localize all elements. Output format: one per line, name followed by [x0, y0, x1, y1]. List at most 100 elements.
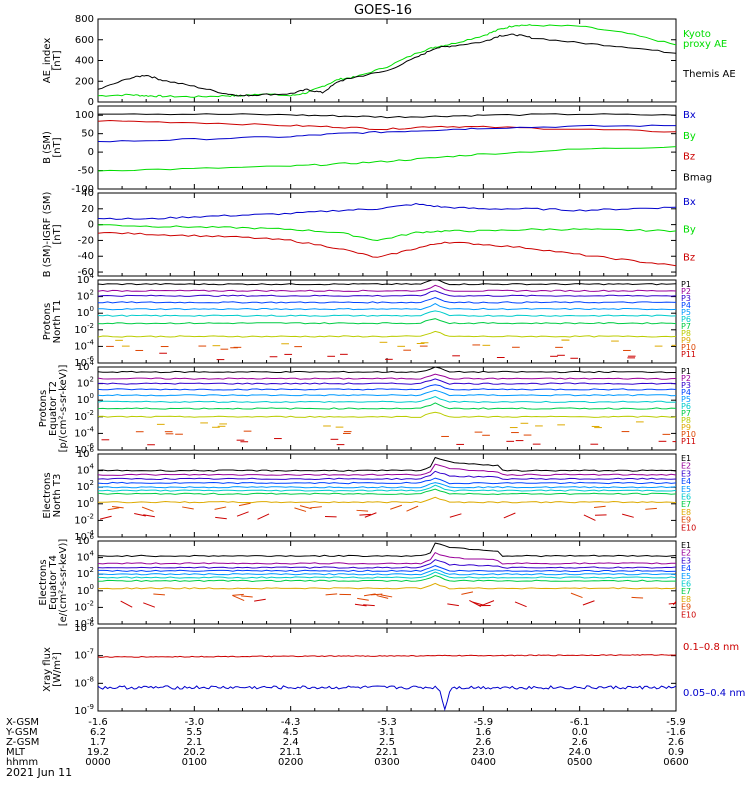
sparse-segment [215, 516, 227, 520]
y-tick-label: 600 [75, 35, 94, 46]
sparse-segment [406, 505, 419, 512]
legend-label: E3 [681, 469, 691, 478]
legend-label: E4 [681, 564, 691, 573]
y-tick-label: -40 [78, 251, 94, 262]
legend-label: E5 [681, 572, 691, 581]
y-tick-label: 10-9 [74, 703, 94, 717]
legend-label: Bmag [683, 172, 712, 183]
sparse-segment [363, 593, 376, 597]
legend-label: Bz [683, 252, 695, 263]
sparse-segment [325, 593, 338, 596]
legend-label: P9 [681, 336, 691, 345]
series-group [98, 113, 676, 172]
y-axis-label: [p/(cm²-s-sr-keV)] [58, 365, 69, 453]
x-axis-value: -6.1 [570, 717, 590, 728]
legend-label: P5 [681, 395, 691, 404]
x-axis-value: 23.0 [472, 747, 494, 758]
legend-label: proxy AE [683, 39, 727, 50]
x-axis-value: 0000 [85, 757, 110, 768]
y-tick-label: 10-7 [74, 648, 94, 662]
x-axis-value: 5.5 [186, 727, 202, 738]
x-axis-value: 0200 [278, 757, 303, 768]
x-axis-table: X-GSM -1.6 -3.0 -4.3 -5.3 -5.9 -6.1 -5.9 Y-GSM 6.… [5, 717, 689, 768]
legend-label: P5 [681, 308, 691, 317]
series-group [98, 280, 676, 361]
legend-label: E1 [681, 541, 691, 550]
legend-label: P2 [681, 287, 691, 296]
legend: Bx By Bz [683, 197, 696, 263]
panel-3: -60 -40 -20 0 20 40 B (SM)-IGRF (SM) [nT] Bx By Bz [42, 188, 696, 278]
y-tick-label: 10-8 [74, 675, 94, 689]
legend-label: Kyoto [683, 29, 711, 40]
legend-label: P10 [681, 343, 696, 352]
sparse-segment [214, 506, 227, 510]
y-tick-label: 200 [75, 76, 94, 87]
sparse-segment [582, 600, 595, 606]
y-axis-label: [W/m²] [52, 652, 63, 687]
legend-label: P6 [681, 315, 691, 324]
legend: Bx By Bz Bmag [683, 110, 712, 183]
series-line [98, 113, 676, 119]
legend-label: E9 [681, 516, 691, 525]
panel-8: 10-9 10-8 10-7 10-6 Xray flux [W/m²] 0.1–0.8 n… [42, 620, 745, 717]
x-axis-value: -3.0 [185, 717, 205, 728]
x-axis-value: 20.2 [183, 747, 205, 758]
sparse-segment [363, 604, 375, 607]
legend-label: P3 [681, 294, 691, 303]
series-line [98, 296, 676, 304]
series-line [98, 373, 676, 380]
x-axis-value: -5.9 [474, 717, 494, 728]
y-tick-label: 100 [77, 392, 94, 406]
legend-label: P8 [681, 416, 691, 425]
legend-label: P1 [681, 367, 691, 376]
x-axis-row-label: Y-GSM [5, 727, 38, 738]
y-tick-label: 100 [77, 496, 94, 510]
series-line [98, 378, 676, 385]
x-axis-value: 0300 [374, 757, 399, 768]
legend-label: 0.05–0.4 nm [683, 688, 745, 699]
y-tick-label: 100 [75, 110, 94, 121]
panel-frame [97, 540, 677, 625]
x-axis-value: 0500 [567, 757, 592, 768]
series-line [98, 310, 676, 317]
x-axis-value: 2.6 [668, 737, 684, 748]
y-tick-label: 102 [77, 479, 94, 493]
x-axis-value: -1.6 [88, 717, 108, 728]
x-axis-value: 3.1 [379, 727, 395, 738]
sparse-segment [390, 504, 402, 510]
series-group [98, 24, 676, 98]
x-axis-value: 1.6 [475, 727, 491, 738]
y-tick-label: -50 [78, 166, 94, 177]
legend-label: P4 [681, 301, 691, 310]
sparse-segment [461, 591, 474, 595]
y-axis-label: [nT] [52, 50, 63, 70]
y-tick-label: 400 [75, 56, 94, 67]
series-group [98, 202, 676, 267]
x-axis-value: -4.3 [281, 717, 301, 728]
series-line [98, 303, 676, 311]
legend-label: E2 [681, 462, 691, 471]
panel-2: -100 -50 0 50 100 B (SM) [nT] Bx By Bz Bmag [42, 105, 712, 195]
legend-label: P9 [681, 423, 691, 432]
legend-label: E10 [681, 523, 696, 532]
legend-label: E2 [681, 549, 691, 558]
x-axis-value: 0100 [182, 757, 207, 768]
x-axis-value: 22.1 [376, 747, 398, 758]
legend-label: 0.1–0.8 nm [683, 642, 739, 653]
sparse-segment [112, 506, 124, 509]
y-tick-label: 104 [77, 272, 95, 286]
legend-label: Bx [683, 197, 696, 208]
legend-label: E6 [681, 580, 691, 589]
series-line [98, 685, 676, 711]
x-axis-value: 4.5 [283, 727, 299, 738]
legend-label: P7 [681, 322, 691, 331]
plot-title: GOES-16 [354, 3, 412, 18]
sparse-segment [153, 593, 165, 596]
series-line [98, 146, 676, 172]
y-axis-label: Electrons [42, 472, 53, 518]
y-axis-label: Electrons [38, 559, 49, 605]
series-line [98, 559, 676, 569]
